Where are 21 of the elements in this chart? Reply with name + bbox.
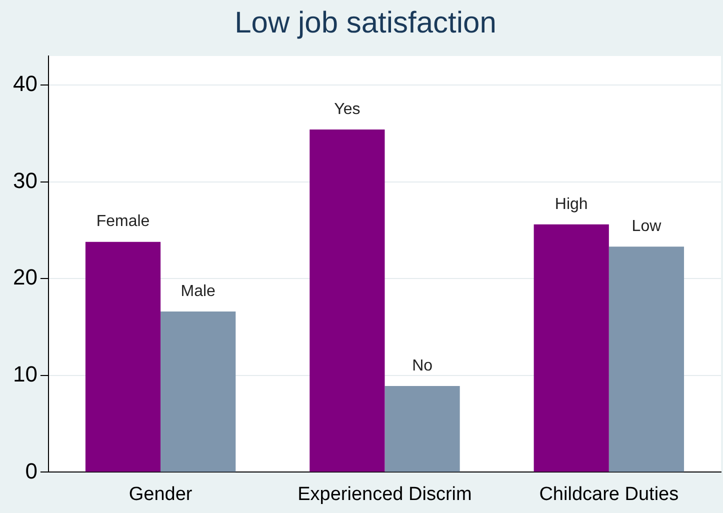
data-label: No xyxy=(412,357,433,374)
y-tick-label: 40 xyxy=(12,71,38,96)
bar xyxy=(534,224,609,472)
data-label: Female xyxy=(96,213,150,230)
data-label: High xyxy=(554,196,588,213)
bar xyxy=(160,312,236,472)
bar xyxy=(310,130,385,472)
bar xyxy=(85,242,161,472)
y-tick-label: 30 xyxy=(12,168,38,193)
y-tick-label: 20 xyxy=(12,264,38,290)
bar xyxy=(384,386,460,472)
x-tick-label: Experienced Discrim xyxy=(298,484,472,505)
chart-title: Low job satisfaction xyxy=(234,6,496,40)
x-tick-label: Gender xyxy=(128,484,193,505)
bar xyxy=(608,246,684,472)
x-tick-label: Childcare Duties xyxy=(539,484,679,505)
data-label: Low xyxy=(632,218,662,236)
y-tick-label: 0 xyxy=(25,458,38,484)
data-label: Yes xyxy=(334,100,360,118)
data-label: Male xyxy=(180,282,216,300)
y-tick-label: 10 xyxy=(12,361,38,386)
